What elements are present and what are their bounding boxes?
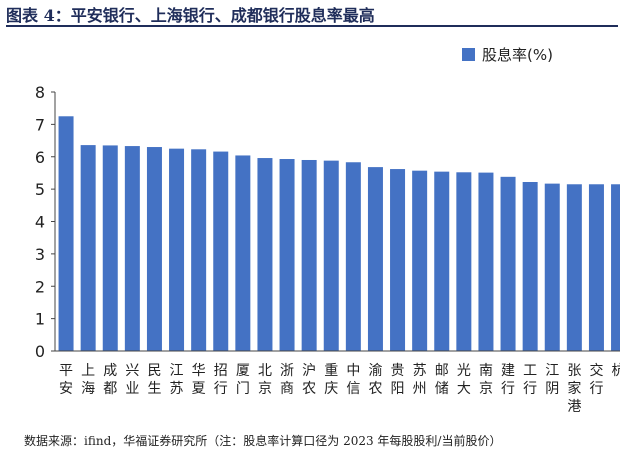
bar — [522, 182, 538, 351]
y-tick-label: 7 — [35, 115, 45, 134]
bar — [80, 145, 96, 351]
y-tick-label: 4 — [35, 213, 45, 232]
bar — [390, 169, 406, 351]
bar — [235, 155, 251, 351]
x-tick-label: 江阴 — [545, 363, 559, 397]
x-tick-label: 厦门 — [236, 363, 250, 397]
x-tick-label: 民生 — [147, 363, 161, 397]
bars — [58, 116, 620, 351]
legend-label: 股息率(%) — [482, 46, 553, 64]
x-tick-label: 中信 — [346, 363, 360, 397]
bar — [257, 158, 273, 351]
bar — [611, 184, 620, 351]
x-tick-label: 苏州 — [413, 363, 427, 397]
x-tick-label: 沪农 — [302, 363, 316, 397]
title-rule — [6, 25, 618, 27]
x-tick-label: 建行 — [501, 363, 515, 397]
x-tick-label: 华夏 — [192, 363, 206, 397]
x-tick-label: 兴业 — [125, 363, 139, 397]
bar-chart: 0 1 2 3 4 5 6 7 8 平安上海成都兴业民生江苏华夏招行厦门北京浙商沪农重庆中信渝农… — [35, 83, 620, 415]
bar — [456, 172, 472, 351]
bar — [566, 184, 582, 351]
bar — [412, 170, 428, 351]
x-tick-label: 渝农 — [368, 363, 382, 397]
bar — [58, 116, 74, 351]
x-tick-label: 贵阳 — [391, 363, 405, 397]
bar — [500, 176, 516, 351]
bar — [102, 145, 118, 351]
x-tick-label: 北京 — [258, 363, 272, 397]
bar — [169, 148, 185, 351]
bar — [478, 172, 494, 351]
y-tick-label: 0 — [35, 342, 45, 361]
bar — [124, 146, 140, 351]
chart-legend: 股息率(%) — [462, 44, 553, 65]
x-tick-label: 江苏 — [170, 363, 184, 397]
source-note: 数据来源：ifind，华福证券研究所（注：股息率计算口径为 2023 年每股股利… — [24, 434, 502, 448]
bar — [191, 149, 207, 351]
x-tick-label: 南京 — [479, 363, 493, 397]
y-tick-label: 2 — [35, 277, 45, 296]
x-tick-label: 邮储 — [435, 363, 449, 397]
bar — [323, 160, 339, 351]
bar — [213, 151, 229, 351]
x-tick-label: 交行 — [589, 362, 603, 397]
bar — [544, 183, 560, 351]
y-axis: 0 1 2 3 4 5 6 7 8 — [35, 83, 56, 361]
y-tick-label: 8 — [35, 83, 45, 102]
bar — [367, 167, 383, 351]
y-tick-label: 3 — [35, 245, 45, 264]
bar — [434, 171, 450, 351]
bar — [588, 184, 604, 351]
bar — [345, 162, 361, 351]
x-tick-label: 工行 — [523, 363, 537, 397]
legend-swatch — [462, 48, 475, 61]
figure-title: 图表 4：平安银行、上海银行、成都银行股息率最高 — [6, 6, 375, 25]
bar — [301, 159, 317, 351]
y-tick-label: 6 — [35, 148, 45, 167]
y-tick-label: 5 — [35, 180, 45, 199]
x-tick-label: 招行 — [214, 363, 228, 397]
x-tick-label: 上海 — [81, 363, 95, 397]
y-tick-label: 1 — [35, 310, 45, 329]
x-tick-label: 光大 — [457, 363, 471, 397]
bar — [279, 159, 295, 351]
x-axis: 平安上海成都兴业民生江苏华夏招行厦门北京浙商沪农重庆中信渝农贵阳苏州邮储光大南京… — [55, 350, 620, 415]
x-tick-label: 张家港 — [567, 363, 581, 415]
x-tick-label: 重庆 — [324, 363, 338, 397]
x-tick-label: 平安 — [59, 363, 73, 397]
x-tick-label: 浙商 — [280, 363, 294, 397]
x-tick-label: 成都 — [103, 363, 117, 397]
x-tick-label: 杭 — [612, 363, 620, 379]
bar — [146, 147, 162, 351]
